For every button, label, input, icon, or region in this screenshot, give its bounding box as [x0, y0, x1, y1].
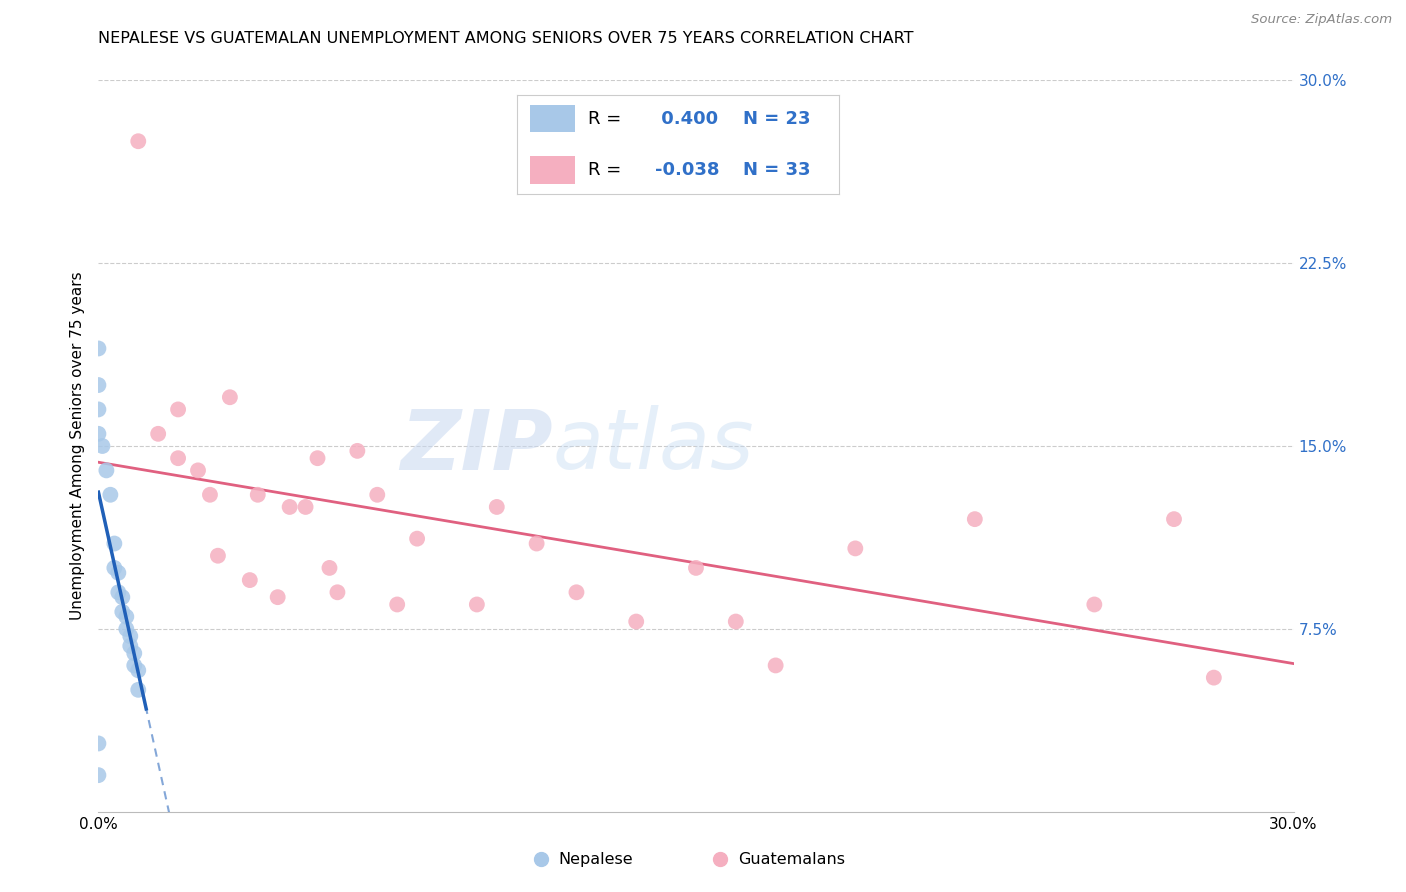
Point: [198, 488, 221, 502]
Point: [87, 378, 110, 392]
Point: [115, 609, 138, 624]
Point: [1202, 671, 1225, 685]
Point: [278, 500, 301, 514]
Point: [526, 536, 548, 550]
Text: atlas: atlas: [553, 406, 754, 486]
Point: [318, 561, 340, 575]
Point: [96, 463, 118, 477]
Point: [565, 585, 588, 599]
Point: [366, 488, 388, 502]
Text: Source: ZipAtlas.com: Source: ZipAtlas.com: [1251, 13, 1392, 27]
Point: [1083, 598, 1105, 612]
Point: [465, 598, 488, 612]
Point: [167, 451, 190, 466]
Point: [120, 639, 142, 653]
Point: [267, 590, 290, 604]
Point: [239, 573, 262, 587]
Point: [115, 622, 138, 636]
Point: [844, 541, 866, 556]
Point: [120, 629, 142, 643]
Y-axis label: Unemployment Among Seniors over 75 years: Unemployment Among Seniors over 75 years: [69, 272, 84, 620]
Point: [87, 768, 110, 782]
Point: [167, 402, 190, 417]
Point: [346, 443, 368, 458]
Point: [246, 488, 269, 502]
Point: [124, 646, 146, 660]
Point: [385, 598, 409, 612]
Point: [294, 500, 316, 514]
Point: [219, 390, 242, 404]
Point: [148, 426, 170, 441]
Point: [103, 536, 125, 550]
Point: [127, 134, 149, 148]
Point: [685, 561, 707, 575]
Point: [187, 463, 209, 477]
Point: [87, 426, 110, 441]
Point: [1163, 512, 1185, 526]
Point: [111, 590, 134, 604]
Point: [87, 402, 110, 417]
Point: [87, 342, 110, 356]
Point: [107, 585, 129, 599]
Point: [100, 488, 122, 502]
Point: [103, 561, 125, 575]
Point: [406, 532, 429, 546]
Point: [87, 736, 110, 750]
Text: Guatemalans: Guatemalans: [738, 852, 845, 867]
Point: [307, 451, 329, 466]
Text: Nepalese: Nepalese: [558, 852, 633, 867]
Text: NEPALESE VS GUATEMALAN UNEMPLOYMENT AMONG SENIORS OVER 75 YEARS CORRELATION CHAR: NEPALESE VS GUATEMALAN UNEMPLOYMENT AMON…: [98, 31, 914, 46]
Point: [724, 615, 747, 629]
Point: [111, 605, 134, 619]
Point: [127, 682, 149, 697]
Point: [326, 585, 349, 599]
Text: ZIP: ZIP: [399, 406, 553, 486]
Point: [485, 500, 508, 514]
Point: [207, 549, 229, 563]
Point: [107, 566, 129, 580]
Point: [91, 439, 114, 453]
Point: [127, 663, 149, 677]
Point: [124, 658, 146, 673]
Point: [765, 658, 787, 673]
Point: [626, 615, 648, 629]
Point: [963, 512, 986, 526]
